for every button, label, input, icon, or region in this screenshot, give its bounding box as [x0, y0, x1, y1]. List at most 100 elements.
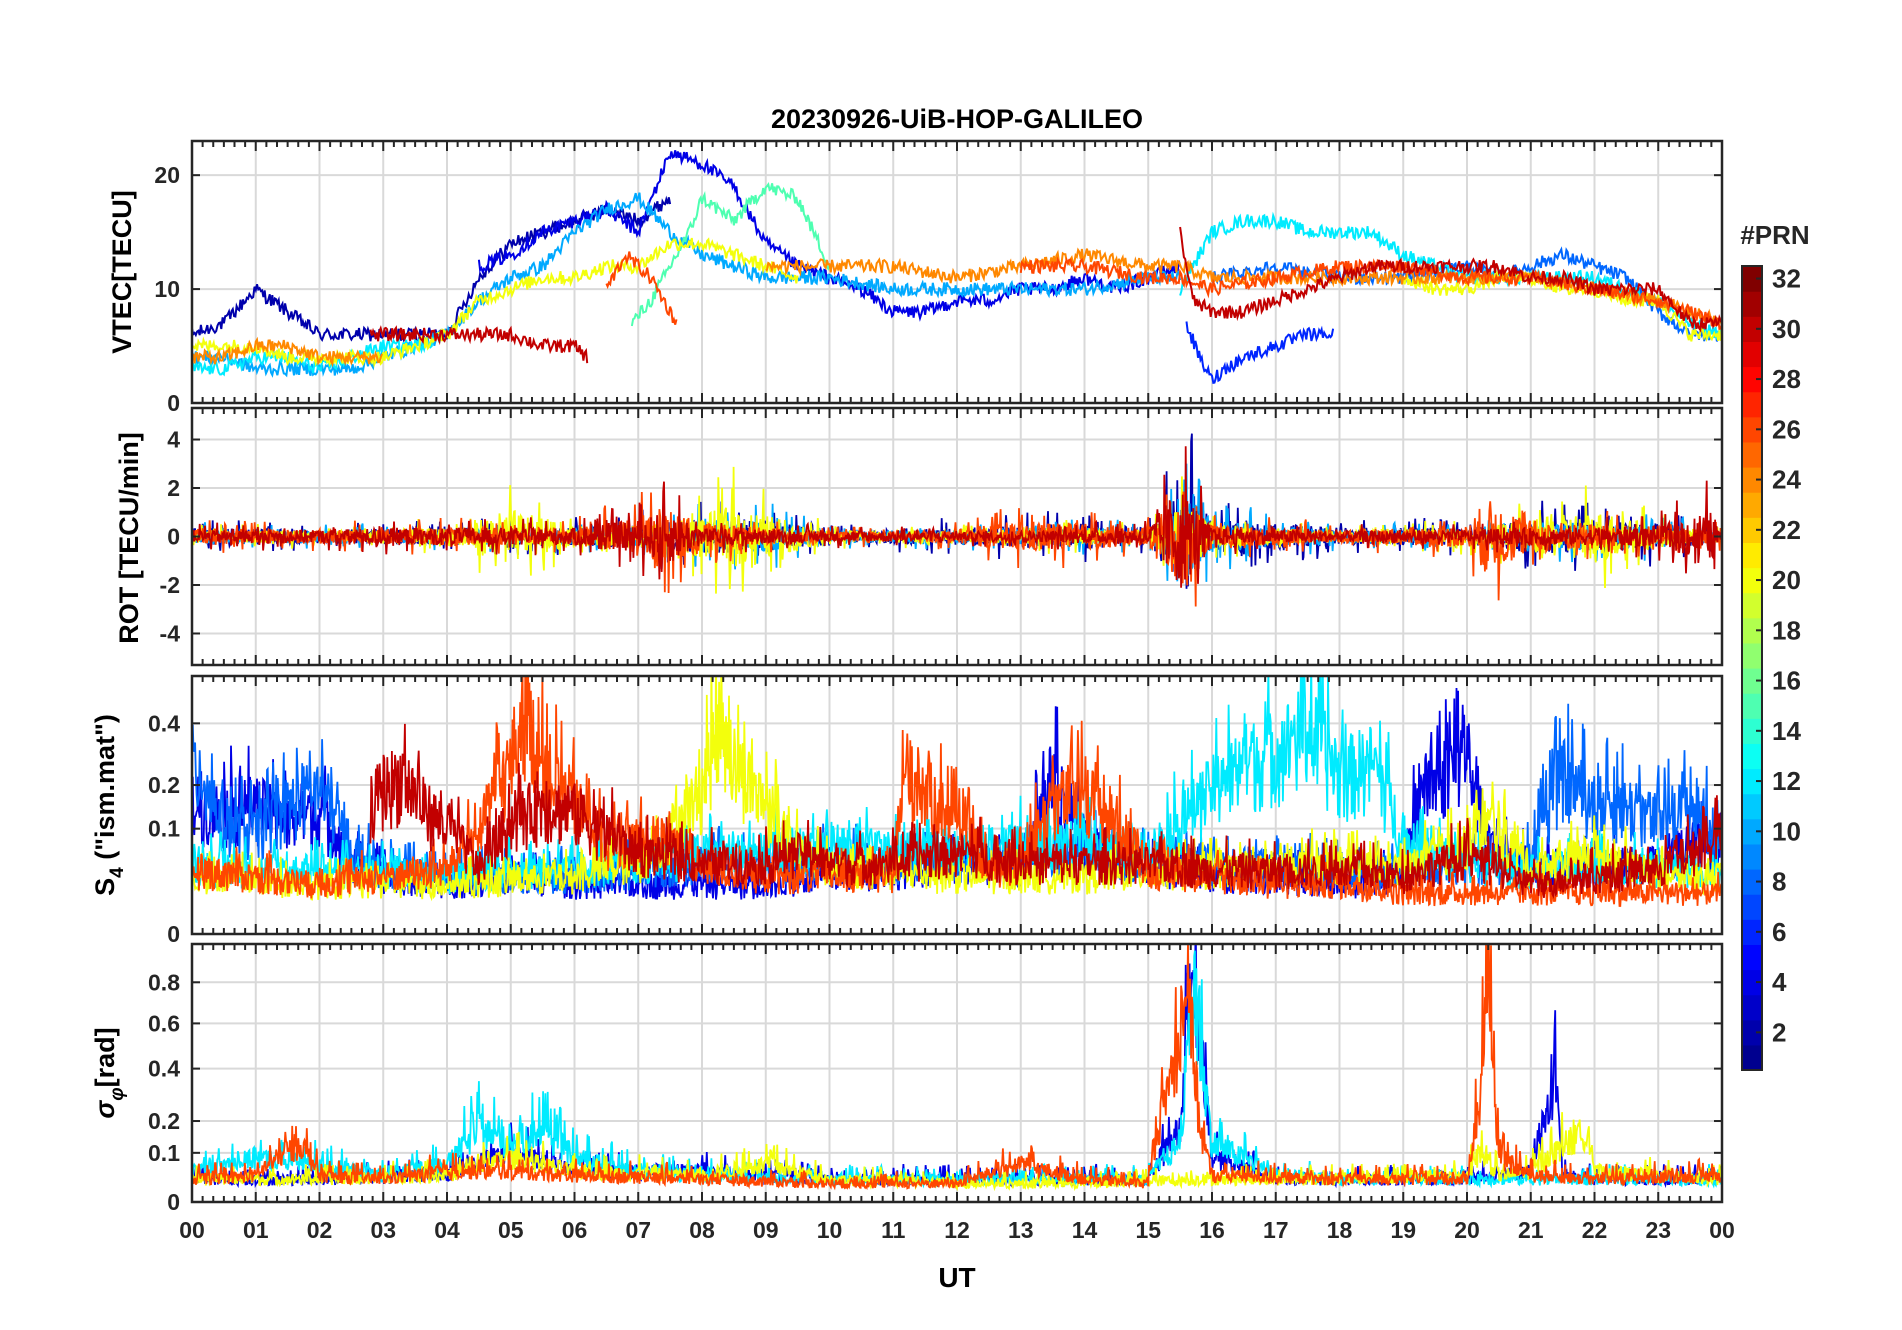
vtec-series-prn-10	[192, 192, 1182, 378]
s4-ytick-label: 0.1	[148, 816, 180, 842]
vtec-ytick-label: 20	[154, 162, 180, 188]
x-tick-label: 15	[1135, 1217, 1161, 1243]
colorbar-swatch-prn-9	[1742, 843, 1762, 870]
sigma-phi-y-label-sub: φ	[107, 1087, 128, 1100]
x-tick-label: 18	[1327, 1217, 1353, 1243]
colorbar-swatch-prn-5	[1742, 944, 1762, 971]
colorbar-swatch-prn-16	[1742, 668, 1762, 694]
x-tick-label: 06	[562, 1217, 588, 1243]
colorbar-swatch-prn-30	[1742, 316, 1762, 342]
colorbar-swatch-prn-3	[1742, 994, 1762, 1021]
colorbar-tick-label: 8	[1772, 867, 1786, 897]
s4-series	[192, 676, 1722, 907]
sigma-phi-y-label-rest: [rad]	[90, 1027, 120, 1087]
vtec-series-prn-30	[1179, 226, 1722, 333]
vtec-series	[192, 150, 1722, 384]
colorbar-tick-label: 12	[1772, 766, 1801, 796]
vtec-series-prn-30	[369, 325, 589, 364]
colorbar-swatch-prn-32	[1742, 266, 1762, 292]
colorbar-swatch-prn-23	[1742, 492, 1762, 518]
s4-ticks: 0 0.1 0.2 0.4	[148, 676, 1723, 947]
x-tick-label: 23	[1645, 1217, 1671, 1243]
s4-ytick-label: 0.4	[148, 710, 180, 736]
sigma_phi-ytick-label: 0.2	[148, 1108, 180, 1134]
x-tick-label: 16	[1199, 1217, 1225, 1243]
colorbar-swatch-prn-18	[1742, 617, 1762, 644]
sigma_phi-ytick-label: 0.8	[148, 969, 180, 995]
colorbar-tick-label: 2	[1772, 1017, 1786, 1047]
vtec-series-prn-20	[192, 237, 799, 368]
colorbar-swatch-prn-21	[1742, 542, 1762, 569]
x-tick-label: 02	[307, 1217, 333, 1243]
sigma-phi-panel: 0 0.1 0.2 0.4 0.6 0.8 σφ[rad]	[90, 942, 1724, 1215]
colorbar-tick-label: 14	[1772, 716, 1801, 746]
s4-series-prn-30	[369, 723, 1722, 899]
sigma-phi-y-axis-label: σφ[rad]	[90, 1027, 128, 1118]
rot-ytick-label: 4	[167, 427, 180, 453]
colorbar-swatch-prn-22	[1742, 517, 1762, 543]
sigma-phi-series-prn-26	[192, 944, 1722, 1191]
colorbar-tick-label: 28	[1772, 364, 1801, 394]
colorbar-swatch-prn-24	[1742, 467, 1762, 493]
rot-panel: -4 -2 0 2 4 ROT [TECU/min]	[114, 406, 1724, 667]
colorbar-swatches	[1742, 266, 1762, 1071]
colorbar-swatch-prn-14	[1742, 718, 1762, 744]
x-tick-label: 10	[817, 1217, 843, 1243]
colorbar-swatch-prn-12	[1742, 768, 1762, 795]
colorbar-swatch-prn-17	[1742, 642, 1762, 669]
colorbar-swatch-prn-25	[1742, 441, 1762, 468]
figure-title: 20230926-UiB-HOP-GALILEO	[771, 104, 1143, 134]
colorbar-swatch-prn-29	[1742, 341, 1762, 368]
x-tick-label: 22	[1582, 1217, 1608, 1243]
x-tick-label: 17	[1263, 1217, 1289, 1243]
x-tick-label: 09	[753, 1217, 779, 1243]
colorbar-swatch-prn-26	[1742, 416, 1762, 443]
rot-ytick-label: -4	[160, 620, 181, 646]
s4-panel: 0 0.1 0.2 0.4 S4 ("ism.mat")	[90, 674, 1724, 947]
colorbar-tick-label: 16	[1772, 666, 1801, 696]
x-tick-label: 20	[1454, 1217, 1480, 1243]
colorbar-tick-label: 6	[1772, 917, 1786, 947]
sigma-phi-series	[192, 944, 1722, 1192]
colorbar-swatch-prn-1	[1742, 1044, 1762, 1071]
vtec-ytick-label: 0	[167, 390, 180, 416]
rot-ytick-label: 0	[167, 524, 180, 550]
rot-ytick-label: -2	[160, 572, 180, 598]
x-tick-label: 19	[1390, 1217, 1416, 1243]
vtec-ticks: 0 10 20	[154, 141, 1723, 416]
vtec-series-prn-24	[192, 336, 383, 368]
sigma_phi-ytick-label: 0.1	[148, 1140, 180, 1166]
x-tick-label: 00	[179, 1217, 205, 1243]
s4-y-label-main: S	[90, 878, 120, 896]
colorbar-swatch-prn-11	[1742, 793, 1762, 820]
s4-y-axis-label: S4 ("ism.mat")	[90, 714, 128, 896]
vtec-series-prn-20	[1402, 269, 1722, 343]
vtec-y-axis-label: VTEC[TECU]	[107, 190, 137, 354]
vtec-ytick-label: 10	[154, 276, 180, 302]
colorbar-swatch-prn-31	[1742, 291, 1762, 317]
colorbar-tick-label: 10	[1772, 816, 1801, 846]
x-tick-label: 08	[689, 1217, 715, 1243]
sigma_phi-ytick-label: 0	[167, 1189, 180, 1215]
vtec-panel: 0 10 20 VTEC[TECU]	[107, 139, 1724, 416]
vtec-series-prn-6	[1185, 321, 1335, 384]
s4-series-prn-26	[192, 676, 1722, 907]
rot-series	[192, 433, 1722, 607]
colorbar-tick-label: 22	[1772, 515, 1801, 545]
vtec-series-prn-12	[192, 331, 447, 377]
colorbar-tick-label: 18	[1772, 615, 1801, 645]
x-tick-label: 00	[1709, 1217, 1735, 1243]
vtec-series-prn-15	[630, 182, 831, 327]
colorbar-swatch-prn-2	[1742, 1019, 1762, 1046]
rot-y-axis-label: ROT [TECU/min]	[114, 432, 144, 643]
colorbar-swatch-prn-7	[1742, 894, 1762, 920]
x-axis-label: UT	[938, 1262, 975, 1293]
vtec-series-prn-26	[605, 251, 678, 325]
s4-ytick-label: 0	[167, 921, 180, 947]
s4-series-prn-20	[192, 676, 1722, 902]
rot-series-prn-30	[192, 446, 1722, 588]
x-tick-labels: 00 01 02 03 04 05 06 07 08 09 10 11 12 13 14 15 16 17 18 19…	[179, 1217, 1735, 1243]
